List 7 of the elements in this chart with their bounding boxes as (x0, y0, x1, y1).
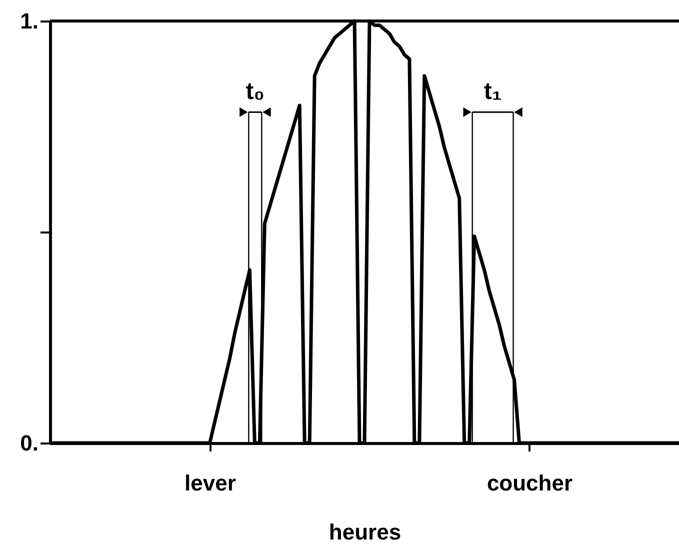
annotation: t₁ (484, 78, 502, 106)
x-tick-label: coucher (486, 470, 573, 496)
y-tick-label: 0. (20, 430, 38, 456)
y-tick-label: 1. (20, 8, 38, 34)
x-tick-label: lever (184, 470, 236, 496)
annotation: t₀ (246, 78, 265, 106)
x-axis-title: heures (328, 520, 402, 544)
